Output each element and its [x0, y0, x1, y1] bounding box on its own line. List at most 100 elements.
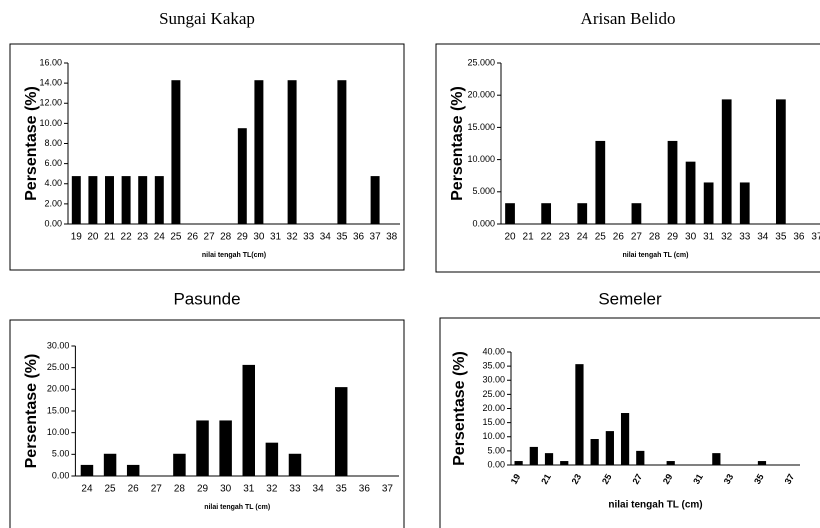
x-tick-label: 29 — [237, 232, 249, 243]
x-tick-label: 28 — [174, 484, 186, 495]
chart-title: Pasunde — [173, 289, 240, 308]
x-tick-label: 31 — [243, 484, 255, 495]
panel-frame — [439, 317, 820, 528]
bar — [71, 176, 81, 224]
x-tick-label: 33 — [303, 232, 315, 243]
bar — [529, 446, 538, 465]
panel-frame — [435, 43, 820, 273]
bar — [544, 453, 554, 465]
panel-frame — [9, 43, 405, 271]
bar — [154, 176, 164, 224]
x-tick-label: 21 — [104, 232, 116, 243]
chart-title: Arisan Belido — [581, 9, 676, 28]
y-tick-label: 4.00 — [44, 178, 62, 188]
bar — [103, 453, 117, 476]
x-tick-label: 36 — [353, 232, 365, 243]
y-tick-label: 2.00 — [44, 198, 62, 208]
x-tick-label: 34 — [320, 232, 332, 243]
y-tick-label: 8.00 — [44, 138, 62, 148]
x-tick-label: 31 — [691, 472, 705, 486]
y-tick-label: 25.00 — [47, 362, 70, 372]
x-axis-label: nilai tengah TL(cm) — [202, 252, 266, 259]
y-tick-label: 6.00 — [44, 158, 62, 168]
y-tick-label: 10.00 — [482, 431, 505, 441]
y-tick-label: 0.00 — [44, 218, 62, 228]
y-tick-label: 15.00 — [482, 417, 505, 427]
x-tick-label: 27 — [630, 472, 644, 486]
y-tick-label: 40.00 — [482, 346, 505, 356]
x-tick-label: 33 — [739, 232, 751, 243]
y-tick-label: 30.00 — [47, 340, 70, 350]
x-tick-label: 26 — [128, 484, 140, 495]
bar — [590, 439, 599, 465]
bar — [605, 431, 614, 465]
x-tick-label: 30 — [253, 232, 265, 243]
y-tick-label: 0.00 — [52, 470, 70, 480]
x-axis-label: nilai tengah TL (cm) — [204, 504, 270, 511]
x-tick-label: 36 — [359, 484, 371, 495]
y-tick-label: 35.00 — [482, 361, 505, 371]
y-tick-label: 0.00 — [487, 459, 505, 469]
y-tick-label: 0.000 — [472, 218, 495, 228]
x-tick-label: 35 — [336, 232, 348, 243]
bar — [121, 176, 131, 224]
x-tick-label: 36 — [793, 232, 805, 243]
x-tick-label: 38 — [386, 232, 398, 243]
x-tick-label: 29 — [197, 484, 209, 495]
bar — [721, 99, 732, 224]
y-tick-label: 5.00 — [52, 449, 70, 459]
bar — [667, 140, 678, 224]
x-tick-label: 26 — [613, 232, 625, 243]
bar — [80, 464, 94, 476]
y-tick-label: 15.000 — [467, 122, 495, 132]
x-tick-label: 19 — [509, 472, 523, 486]
chart-title: Sungai Kakap — [159, 9, 255, 28]
bar — [666, 461, 675, 465]
y-tick-label: 20.000 — [467, 90, 495, 100]
x-axis-label: nilai tengah TL (cm) — [623, 252, 689, 259]
bar — [739, 182, 750, 224]
bar — [126, 464, 140, 476]
x-tick-label: 23 — [570, 472, 584, 486]
x-tick-label: 22 — [541, 232, 553, 243]
y-tick-label: 16.00 — [39, 57, 62, 67]
bar — [560, 461, 569, 465]
bar — [88, 176, 98, 224]
y-tick-label: 20.00 — [47, 384, 70, 394]
x-tick-label: 20 — [87, 232, 99, 243]
bar — [265, 442, 279, 476]
bar — [138, 176, 148, 224]
y-tick-label: 25.00 — [482, 389, 505, 399]
x-tick-label: 35 — [336, 484, 348, 495]
x-tick-label: 24 — [154, 232, 166, 243]
x-tick-label: 25 — [595, 232, 607, 243]
bar — [242, 364, 255, 476]
x-axis-label: nilai tengah TL (cm) — [608, 500, 702, 511]
y-tick-label: 5.000 — [472, 186, 495, 196]
bar — [171, 80, 181, 224]
x-tick-label: 32 — [721, 232, 733, 243]
x-tick-label: 24 — [577, 232, 589, 243]
x-tick-label: 21 — [523, 232, 535, 243]
x-tick-label: 23 — [137, 232, 149, 243]
x-tick-label: 30 — [685, 232, 697, 243]
bar — [541, 203, 552, 224]
x-tick-label: 27 — [151, 484, 163, 495]
x-tick-label: 21 — [539, 472, 553, 486]
bar — [237, 128, 247, 224]
bar — [505, 203, 515, 224]
y-tick-label: 15.00 — [47, 405, 70, 415]
bar — [575, 364, 584, 465]
x-tick-label: 29 — [661, 472, 675, 486]
bar — [757, 461, 767, 465]
bar — [254, 80, 264, 224]
x-tick-label: 35 — [752, 472, 766, 486]
x-tick-label: 22 — [121, 232, 133, 243]
y-axis-label: Persentase (%) — [449, 86, 466, 201]
bar — [219, 420, 232, 476]
x-tick-label: 25 — [105, 484, 117, 495]
x-tick-label: 19 — [71, 232, 83, 243]
y-tick-label: 14.00 — [39, 78, 62, 88]
